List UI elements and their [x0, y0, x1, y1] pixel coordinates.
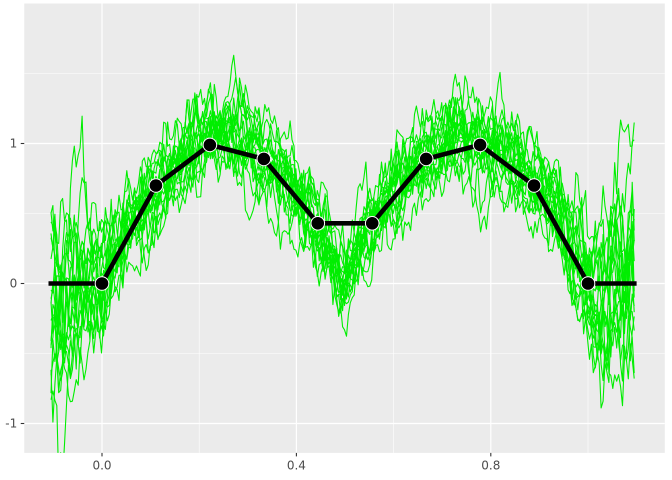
sample-path-line	[50, 97, 635, 339]
mean-point	[94, 276, 110, 291]
y-tick-label: -1	[5, 417, 17, 431]
mean-point	[418, 151, 434, 167]
mean-point	[364, 216, 380, 231]
mean-point	[310, 216, 326, 231]
mean-curve-group	[48, 142, 637, 286]
mean-point	[580, 276, 596, 291]
x-tick-label: 0.4	[287, 458, 306, 472]
x-tick-label: 0.8	[481, 458, 500, 472]
sample-path-line	[50, 77, 635, 453]
x-tick-label: 0.0	[92, 458, 111, 472]
mean-points-group	[94, 137, 596, 291]
mean-point	[256, 151, 272, 167]
mean-line	[48, 142, 637, 286]
sample-path-line	[50, 101, 635, 376]
mean-point	[526, 178, 542, 193]
mean-point	[202, 137, 218, 153]
mean-point	[472, 137, 488, 153]
y-tick-label: 1	[10, 137, 18, 151]
y-tick-label: 0	[10, 277, 18, 291]
axis-ticks-and-labels: 0.0 0.4 0.8 -1 0 1	[5, 137, 500, 473]
mean-point	[148, 178, 164, 193]
